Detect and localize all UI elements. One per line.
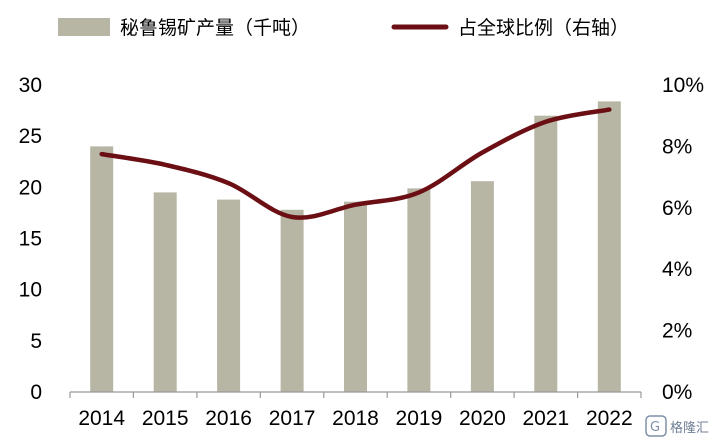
legend-swatch-bar bbox=[58, 18, 110, 36]
left-tick-label: 30 bbox=[19, 74, 42, 97]
bar-2018 bbox=[344, 201, 367, 392]
bar-2016 bbox=[217, 199, 241, 392]
bar-2019 bbox=[407, 188, 431, 392]
watermark-logo-icon bbox=[645, 415, 667, 437]
x-tick-label: 2015 bbox=[142, 407, 189, 430]
watermark-text: 格隆汇 bbox=[670, 420, 709, 436]
watermark: G 格隆汇 bbox=[645, 415, 709, 437]
left-tick-label: 5 bbox=[30, 330, 42, 353]
left-tick-label: 25 bbox=[19, 125, 42, 148]
watermark-logo-glyph: G bbox=[650, 420, 660, 435]
x-tick-label: 2022 bbox=[586, 407, 633, 430]
bar-2015 bbox=[153, 192, 177, 392]
x-tick-label: 2020 bbox=[459, 407, 506, 430]
axes bbox=[69, 391, 642, 398]
bar-2022 bbox=[597, 101, 621, 393]
right-tick-label: 2% bbox=[662, 320, 692, 343]
left-axis-ticks: 0 5 10 15 20 25 30 bbox=[19, 74, 42, 404]
line-share-of-global bbox=[99, 107, 612, 220]
left-tick-label: 0 bbox=[30, 381, 42, 404]
legend-label-bar: 秘鲁锡矿产量（千吨） bbox=[120, 17, 310, 39]
bar-series bbox=[90, 101, 621, 393]
right-tick-label: 0% bbox=[662, 381, 692, 404]
x-tick-label: 2017 bbox=[269, 407, 316, 430]
line-series bbox=[99, 107, 612, 220]
bar-2020 bbox=[470, 181, 494, 392]
bar-2021 bbox=[534, 115, 558, 392]
x-tick-label: 2016 bbox=[205, 407, 252, 430]
right-axis-ticks: 0% 2% 4% 6% 8% 10% bbox=[662, 74, 704, 404]
right-tick-label: 4% bbox=[662, 258, 692, 281]
left-tick-label: 20 bbox=[19, 176, 42, 199]
legend: 秘鲁锡矿产量（千吨） 占全球比例（右轴） bbox=[58, 17, 629, 39]
x-tick-label: 2019 bbox=[396, 407, 443, 430]
bar-2014 bbox=[90, 146, 114, 392]
x-tick-label: 2014 bbox=[78, 407, 125, 430]
right-tick-label: 6% bbox=[662, 197, 692, 220]
left-tick-label: 15 bbox=[19, 228, 42, 251]
bar-2017 bbox=[280, 209, 304, 392]
left-tick-label: 10 bbox=[19, 279, 42, 302]
right-tick-label: 10% bbox=[662, 74, 704, 97]
x-axis-ticks: 2014 2015 2016 2017 2018 2019 2020 2021 2022 bbox=[78, 407, 632, 430]
x-tick-label: 2018 bbox=[332, 407, 379, 430]
x-tick-label: 2021 bbox=[522, 407, 569, 430]
legend-label-line: 占全球比例（右轴） bbox=[458, 17, 629, 39]
right-tick-label: 8% bbox=[662, 135, 692, 158]
